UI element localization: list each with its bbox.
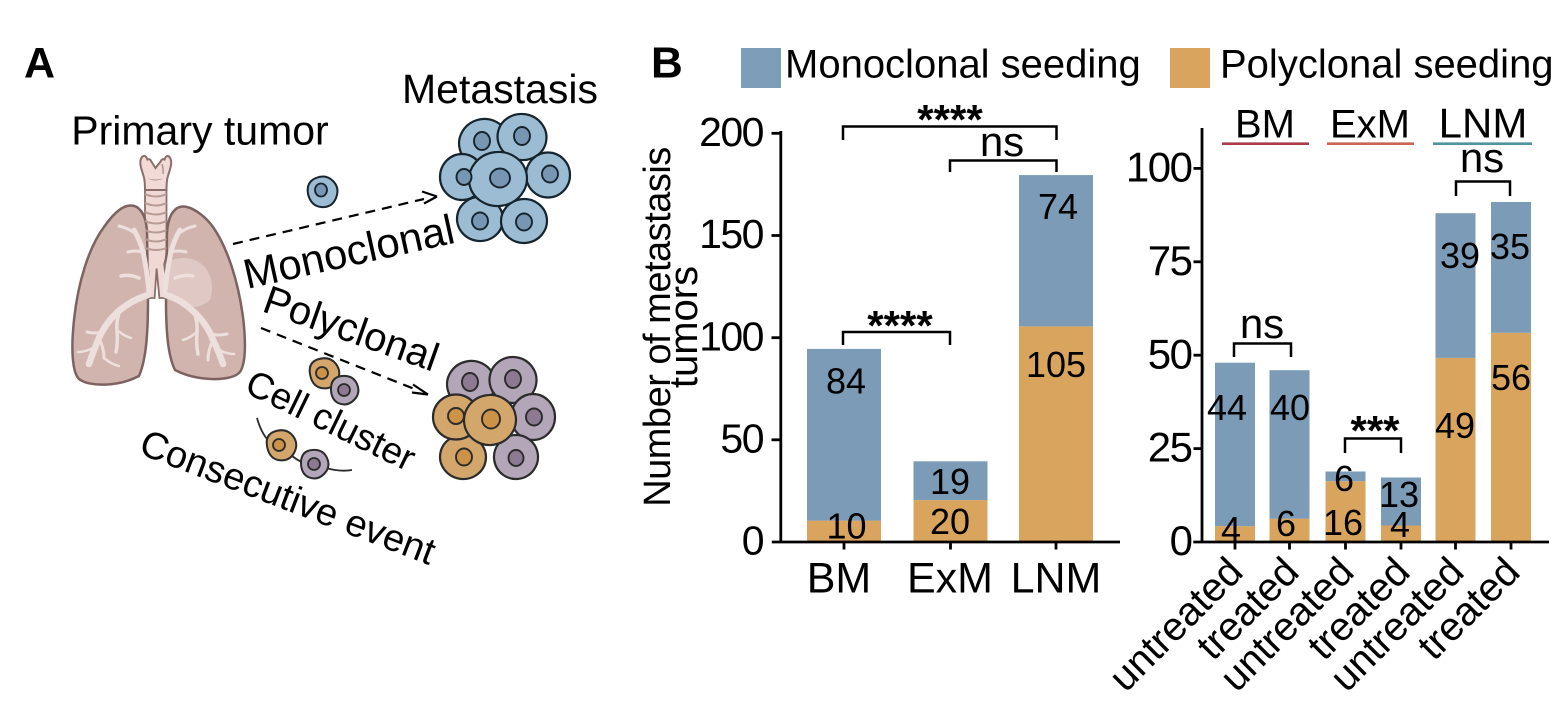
svg-text:BM: BM (1235, 103, 1295, 147)
svg-text:ns: ns (1460, 134, 1504, 181)
svg-text:4: 4 (1221, 509, 1241, 550)
svg-text:Monoclonal seeding: Monoclonal seeding (785, 43, 1141, 87)
svg-text:13: 13 (1379, 474, 1419, 515)
svg-text:20: 20 (930, 501, 970, 542)
svg-text:ns: ns (1240, 300, 1284, 347)
svg-text:Polyclonal seeding: Polyclonal seeding (1220, 43, 1554, 87)
svg-text:75: 75 (1148, 237, 1192, 284)
svg-text:****: **** (917, 96, 983, 143)
svg-text:74: 74 (1038, 186, 1078, 227)
svg-text:***: *** (1350, 407, 1400, 454)
svg-text:4: 4 (1390, 504, 1410, 545)
svg-text:BM: BM (807, 555, 872, 603)
svg-text:Number of metastasis: Number of metastasis (637, 147, 679, 507)
svg-text:ExM: ExM (1330, 103, 1410, 147)
svg-text:150: 150 (699, 211, 764, 257)
svg-text:LNM: LNM (1439, 100, 1528, 147)
svg-text:6: 6 (1276, 503, 1296, 544)
svg-text:25: 25 (1148, 424, 1192, 471)
svg-text:100: 100 (699, 313, 764, 359)
svg-text:16: 16 (1323, 502, 1363, 543)
svg-text:44: 44 (1207, 387, 1247, 428)
svg-text:40: 40 (1270, 387, 1310, 428)
svg-text:105: 105 (1026, 344, 1086, 385)
svg-text:0: 0 (1170, 517, 1192, 564)
svg-text:****: **** (867, 302, 933, 349)
svg-text:200: 200 (699, 109, 764, 155)
svg-text:ns: ns (980, 118, 1024, 165)
svg-text:tumors: tumors (662, 266, 706, 388)
svg-text:39: 39 (1440, 235, 1480, 276)
svg-text:10: 10 (826, 506, 866, 547)
svg-text:Metastasis: Metastasis (402, 66, 598, 112)
svg-text:LNM: LNM (1011, 555, 1102, 603)
svg-text:84: 84 (826, 360, 866, 401)
svg-text:ExM: ExM (907, 555, 993, 603)
svg-text:50: 50 (1148, 330, 1192, 377)
svg-text:Primary tumor: Primary tumor (71, 108, 328, 154)
svg-text:100: 100 (1126, 144, 1192, 191)
svg-text:0: 0 (742, 518, 764, 564)
svg-text:50: 50 (720, 416, 763, 462)
svg-text:A: A (24, 40, 55, 88)
svg-text:49: 49 (1435, 405, 1475, 446)
svg-text:35: 35 (1490, 226, 1530, 267)
svg-text:B: B (651, 39, 683, 88)
svg-text:6: 6 (1334, 458, 1354, 499)
svg-text:56: 56 (1491, 357, 1531, 398)
svg-text:19: 19 (930, 461, 970, 502)
